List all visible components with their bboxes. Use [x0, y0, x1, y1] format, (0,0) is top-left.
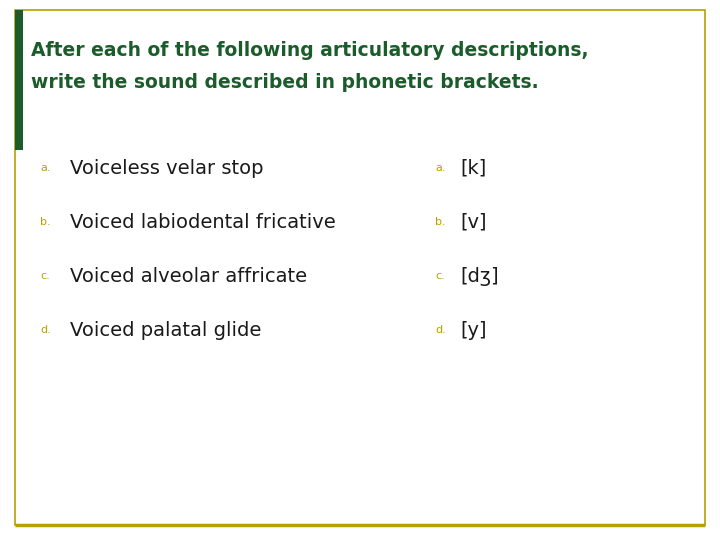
- Text: [y]: [y]: [460, 321, 487, 340]
- Text: Voiced alveolar affricate: Voiced alveolar affricate: [70, 267, 307, 286]
- Text: Voiced labiodental fricative: Voiced labiodental fricative: [70, 213, 336, 232]
- Text: Voiced palatal glide: Voiced palatal glide: [70, 321, 261, 340]
- Text: d.: d.: [435, 325, 446, 335]
- Text: [k]: [k]: [460, 159, 486, 178]
- Text: b.: b.: [435, 217, 446, 227]
- Bar: [15, 10, 23, 150]
- Text: write the sound described in phonetic brackets.: write the sound described in phonetic br…: [31, 72, 539, 91]
- Text: b.: b.: [40, 217, 50, 227]
- Text: After each of the following articulatory descriptions,: After each of the following articulatory…: [31, 40, 588, 59]
- Text: c.: c.: [435, 271, 445, 281]
- Text: Voiceless velar stop: Voiceless velar stop: [70, 159, 264, 178]
- Text: c.: c.: [40, 271, 50, 281]
- Text: d.: d.: [40, 325, 50, 335]
- Text: [dʒ]: [dʒ]: [460, 267, 499, 286]
- Text: a.: a.: [40, 163, 50, 173]
- Text: a.: a.: [435, 163, 446, 173]
- Text: [v]: [v]: [460, 213, 487, 232]
